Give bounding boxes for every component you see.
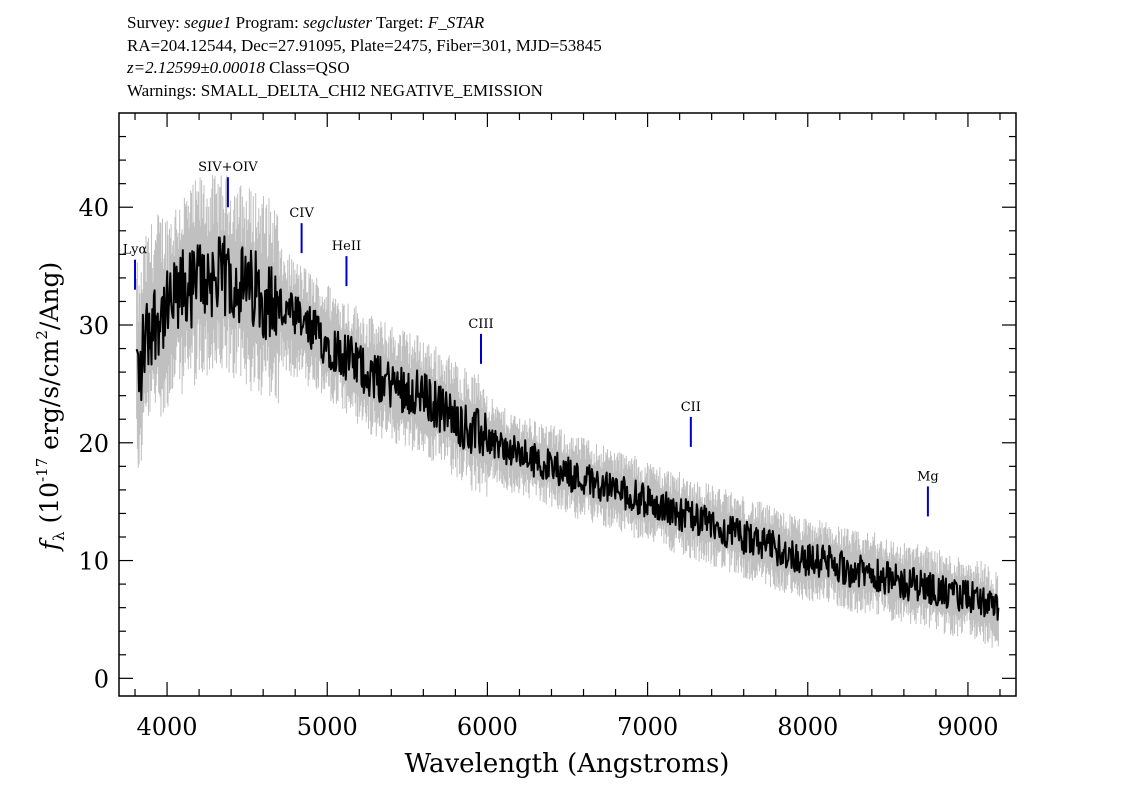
emission-line-label: Lyα xyxy=(123,243,148,258)
survey-label: Survey: xyxy=(127,13,180,32)
header-line-warnings: Warnings: SMALL_DELTA_CHI2 NEGATIVE_EMIS… xyxy=(127,80,543,100)
x-tick-label: 4000 xyxy=(137,713,198,741)
axis-ticks xyxy=(119,113,1016,696)
emission-line-label: HeII xyxy=(332,239,361,254)
y-label-open: (10 xyxy=(35,482,64,532)
y-label-close: /Ang) xyxy=(35,262,64,330)
emission-line-label: CIII xyxy=(468,317,493,332)
x-tick-labels: 4000 5000 6000 7000 8000 9000 xyxy=(137,713,999,741)
emission-line-label: SIV+OIV xyxy=(198,160,258,175)
y-label-exp: -17 xyxy=(33,458,51,482)
header-line-redshift: z=2.12599±0.00018 Class=QSO xyxy=(127,57,602,80)
y-tick-label: 10 xyxy=(78,548,109,576)
y-tick-labels: 0 10 20 30 40 xyxy=(78,194,109,693)
emission-line-label: Mg xyxy=(917,469,939,484)
x-tick-label: 9000 xyxy=(937,713,998,741)
x-tick-label: 7000 xyxy=(617,713,678,741)
class-value: Class=QSO xyxy=(269,58,350,77)
emission-line-label: CII xyxy=(681,400,701,415)
spectrum-header: Survey: segue1 Program: segcluster Targe… xyxy=(127,12,602,102)
target-label: Target: xyxy=(376,13,424,32)
y-tick-label: 0 xyxy=(94,665,109,693)
program-label: Program: xyxy=(235,13,299,32)
y-axis-label: fλ (10-17 erg/s/cm2/Ang) xyxy=(33,262,68,552)
survey-value: segue1 xyxy=(184,13,232,32)
y-axis-label-text: fλ (10-17 erg/s/cm2/Ang) xyxy=(33,262,68,552)
emission-line-label: CIV xyxy=(289,206,314,221)
emission-line-markers: Lyα SIV+OIV CIV HeII CIII CII Mg xyxy=(123,160,939,517)
y-label-sq: 2 xyxy=(33,330,51,340)
x-axis-label: Wavelength (Angstroms) xyxy=(405,749,730,779)
flux-series xyxy=(135,235,1000,621)
plot-frame xyxy=(118,112,1017,697)
y-label-units: erg/s/cm xyxy=(35,339,64,457)
flux-line xyxy=(135,235,1000,621)
header-line-coords: RA=204.12544, Dec=27.91095, Plate=2475, … xyxy=(127,35,602,55)
program-value: segcluster xyxy=(303,13,373,32)
x-tick-label: 5000 xyxy=(297,713,358,741)
y-tick-label: 30 xyxy=(78,312,109,340)
y-tick-label: 20 xyxy=(78,430,109,458)
header-line-survey: Survey: segue1 Program: segcluster Targe… xyxy=(127,12,602,35)
y-label-f: f xyxy=(35,537,64,552)
x-tick-label: 8000 xyxy=(777,713,838,741)
y-tick-label: 40 xyxy=(78,194,109,222)
x-tick-label: 6000 xyxy=(457,713,518,741)
target-value: F_STAR xyxy=(427,13,485,32)
redshift-value: z=2.12599±0.00018 xyxy=(127,58,265,77)
y-label-lambda: λ xyxy=(50,531,68,541)
